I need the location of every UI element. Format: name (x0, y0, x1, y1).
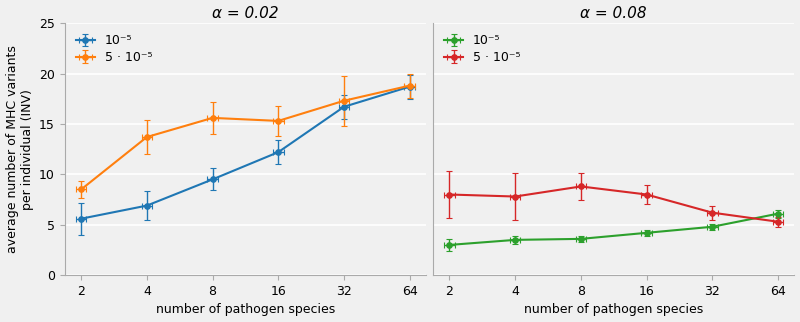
Legend: 10⁻⁵, 5 · 10⁻⁵: 10⁻⁵, 5 · 10⁻⁵ (439, 29, 526, 69)
X-axis label: number of pathogen species: number of pathogen species (156, 303, 335, 317)
Title: α = 0.08: α = 0.08 (581, 5, 647, 21)
X-axis label: number of pathogen species: number of pathogen species (524, 303, 703, 317)
Title: α = 0.02: α = 0.02 (212, 5, 278, 21)
Y-axis label: average number of MHC variants
per individual (INV): average number of MHC variants per indiv… (6, 45, 34, 253)
Legend: 10⁻⁵, 5 · 10⁻⁵: 10⁻⁵, 5 · 10⁻⁵ (71, 29, 158, 69)
